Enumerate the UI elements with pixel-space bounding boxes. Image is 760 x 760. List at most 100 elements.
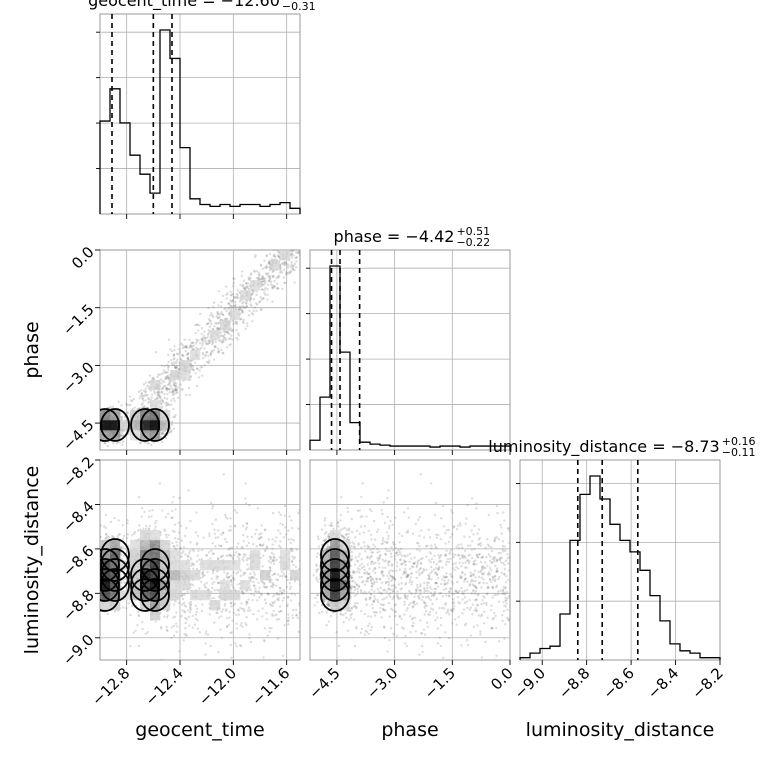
sample-point (211, 313, 214, 317)
sample-point (143, 394, 146, 397)
sample-point (229, 547, 232, 550)
sample-point (300, 267, 302, 269)
sample-point (160, 391, 164, 394)
sample-point (286, 262, 289, 266)
sample-point (176, 352, 180, 356)
sample-point (295, 256, 298, 259)
sample-point (131, 408, 135, 411)
sample-point (195, 511, 198, 514)
sample-point (287, 613, 290, 616)
sample-point (304, 243, 306, 245)
sample-point (249, 303, 252, 306)
sample-point (286, 659, 289, 660)
sample-point (233, 296, 236, 299)
sample-point (133, 406, 136, 409)
sample-point (163, 364, 166, 368)
sample-point (160, 431, 163, 434)
sample-point (157, 394, 161, 397)
sample-point (258, 273, 261, 276)
sample-point (166, 512, 170, 516)
sample-point (241, 270, 244, 273)
sample-point (214, 345, 217, 348)
sample-point (268, 252, 272, 256)
sample-point (236, 571, 240, 574)
sample-point (195, 367, 199, 370)
sample-point (223, 604, 226, 608)
sample-point (175, 544, 179, 547)
sample-point (255, 309, 258, 313)
sample-point (219, 628, 222, 631)
sample-point (179, 547, 182, 551)
sample-point (275, 250, 279, 252)
sample-point (199, 312, 202, 316)
sample-point (289, 237, 291, 239)
sample-point (305, 254, 307, 256)
sample-point (161, 386, 164, 390)
sample-point (203, 347, 206, 350)
sample-point (186, 357, 190, 360)
sample-point (125, 607, 128, 610)
sample-point (171, 391, 174, 394)
sample-point (273, 614, 276, 617)
sample-point (304, 245, 306, 247)
sample-point (170, 361, 174, 365)
sample-point (250, 535, 254, 539)
sample-point (257, 609, 260, 613)
sample-point (170, 399, 173, 402)
sample-point (177, 348, 181, 351)
sample-point (192, 344, 195, 347)
sample-point (96, 416, 98, 418)
sample-point (232, 299, 235, 302)
sample-point (236, 293, 239, 297)
sample-point (230, 656, 233, 659)
sample-point (164, 371, 167, 374)
sample-point (197, 376, 201, 379)
sample-point (297, 233, 299, 235)
sample-point (160, 382, 163, 385)
sample-point (229, 299, 232, 302)
sample-point (245, 322, 249, 325)
sample-point (154, 620, 157, 623)
sample-point (182, 601, 186, 605)
sample-point (256, 507, 260, 510)
sample-point (294, 565, 298, 569)
sample-point (104, 533, 108, 536)
sample-point (260, 285, 263, 288)
sample-point (142, 389, 146, 392)
sample-point (157, 392, 161, 395)
sample-point (287, 619, 290, 622)
sample-point (186, 356, 190, 359)
sample-point (166, 629, 169, 633)
sample-point (106, 535, 109, 538)
sample-point (166, 374, 169, 378)
sample-point (121, 443, 124, 446)
sample-point (190, 603, 193, 606)
sample-point (233, 277, 236, 281)
sample-point (229, 290, 232, 294)
sample-point (223, 336, 226, 339)
sample-point (278, 605, 282, 608)
sample-point (137, 662, 139, 664)
sample-point (216, 312, 219, 315)
sample-point (147, 397, 150, 400)
sample-point (98, 596, 100, 598)
sample-point (163, 377, 167, 381)
sample-point (162, 371, 165, 374)
sample-point (160, 364, 164, 367)
sample-point (211, 552, 214, 555)
sample-point (123, 581, 126, 584)
sample-point (175, 382, 178, 385)
sample-point (214, 340, 218, 344)
sample-point (180, 590, 183, 593)
sample-point (266, 283, 269, 286)
sample-point (164, 376, 168, 379)
sample-point (168, 381, 171, 384)
sample-point (247, 287, 251, 291)
sample-point (175, 630, 178, 634)
sample-point (297, 242, 299, 244)
sample-point (225, 317, 228, 321)
sample-point (166, 387, 170, 391)
sample-point (229, 698, 231, 700)
sample-point (281, 262, 284, 265)
sample-point (279, 540, 282, 543)
